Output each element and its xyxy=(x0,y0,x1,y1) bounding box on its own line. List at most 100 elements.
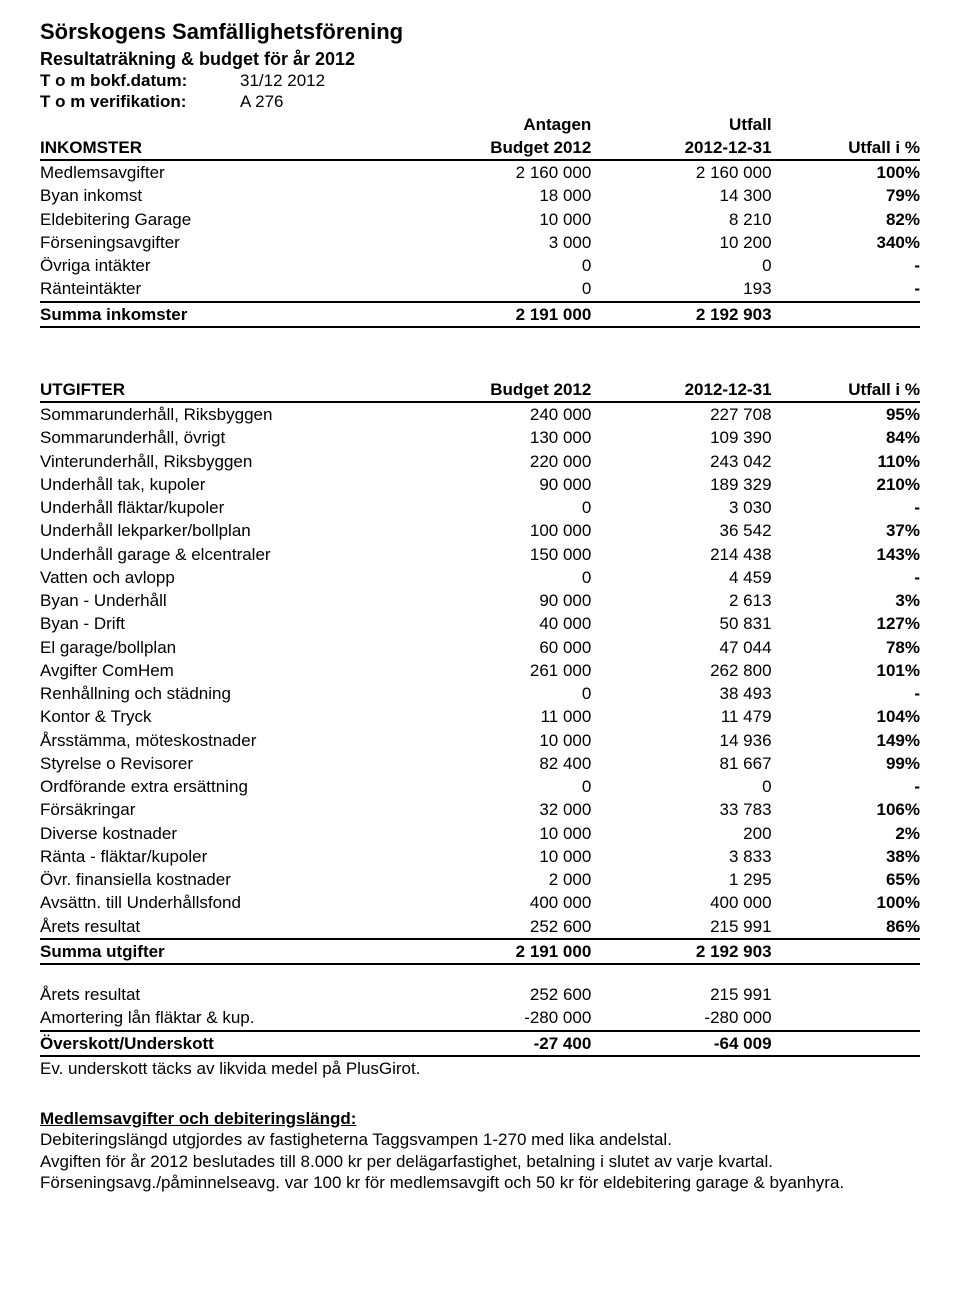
table-row: Vatten och avlopp04 459- xyxy=(40,566,920,589)
row-label: Styrelse o Revisorer xyxy=(40,752,411,775)
row-pct: 79% xyxy=(772,184,920,207)
row-utfall: 1 295 xyxy=(591,868,771,891)
footer-block: Medlemsavgifter och debiteringslängd: De… xyxy=(40,1108,920,1193)
table-row: Underhåll fläktar/kupoler03 030- xyxy=(40,496,920,519)
meta-row-2: T o m verifikation: A 276 xyxy=(40,91,920,112)
row-label: Avsättn. till Underhållsfond xyxy=(40,891,411,914)
row-pct: - xyxy=(772,682,920,705)
row-budget: 252 600 xyxy=(411,915,591,939)
row-pct: 95% xyxy=(772,402,920,426)
row-pct: - xyxy=(772,496,920,519)
utgifter-header: UTGIFTER Budget 2012 2012-12-31 Utfall i… xyxy=(40,378,920,402)
row-label: Förseningsavgifter xyxy=(40,231,411,254)
utgifter-table: UTGIFTER Budget 2012 2012-12-31 Utfall i… xyxy=(40,378,920,965)
row-label: Övr. finansiella kostnader xyxy=(40,868,411,891)
row-budget: 150 000 xyxy=(411,543,591,566)
meta-label-2: T o m verifikation: xyxy=(40,91,240,112)
row-label: Amortering lån fläktar & kup. xyxy=(40,1006,411,1030)
table-row: Renhållning och städning038 493- xyxy=(40,682,920,705)
row-pct xyxy=(772,983,920,1006)
row-label: Underhåll garage & elcentraler xyxy=(40,543,411,566)
inkomster-body: Medlemsavgifter2 160 0002 160 000100%Bya… xyxy=(40,160,920,302)
row-utfall: 11 479 xyxy=(591,705,771,728)
row-budget: 3 000 xyxy=(411,231,591,254)
row-budget: 90 000 xyxy=(411,473,591,496)
meta-value-2: A 276 xyxy=(240,91,360,112)
utgifter-head-label: UTGIFTER xyxy=(40,378,411,402)
row-label: Årsstämma, möteskostnader xyxy=(40,729,411,752)
row-utfall: 189 329 xyxy=(591,473,771,496)
table-row: Byan - Underhåll90 0002 6133% xyxy=(40,589,920,612)
table-row: Diverse kostnader10 0002002% xyxy=(40,822,920,845)
table-row: Årsstämma, möteskostnader10 00014 936149… xyxy=(40,729,920,752)
row-budget: 2 000 xyxy=(411,868,591,891)
resultat-note-row: Ev. underskott täcks av likvida medel på… xyxy=(40,1056,920,1080)
row-label: Diverse kostnader xyxy=(40,822,411,845)
row-utfall: 215 991 xyxy=(591,983,771,1006)
table-row: Amortering lån fläktar & kup.-280 000-28… xyxy=(40,1006,920,1030)
table-row: Byan - Drift40 00050 831127% xyxy=(40,612,920,635)
row-pct: - xyxy=(772,254,920,277)
table-row: Övr. finansiella kostnader2 0001 29565% xyxy=(40,868,920,891)
row-budget: 60 000 xyxy=(411,636,591,659)
inkomster-head-budget: Budget 2012 xyxy=(411,136,591,160)
row-utfall: 33 783 xyxy=(591,798,771,821)
footer-heading: Medlemsavgifter och debiteringslängd: xyxy=(40,1108,920,1129)
row-label: Underhåll fläktar/kupoler xyxy=(40,496,411,519)
inkomster-sum-label: Summa inkomster xyxy=(40,302,411,327)
utgifter-sum-label: Summa utgifter xyxy=(40,939,411,964)
row-pct: 99% xyxy=(772,752,920,775)
row-budget: 32 000 xyxy=(411,798,591,821)
row-utfall: 50 831 xyxy=(591,612,771,635)
inkomster-sum-b: 2 191 000 xyxy=(411,302,591,327)
table-row: Kontor & Tryck11 00011 479104% xyxy=(40,705,920,728)
col-antagen: Antagen xyxy=(411,113,591,136)
resultat-table: Årets resultat252 600215 991Amortering l… xyxy=(40,983,920,1080)
row-budget: 0 xyxy=(411,254,591,277)
inkomster-head-label: INKOMSTER xyxy=(40,136,411,160)
row-pct: - xyxy=(772,566,920,589)
row-pct: 101% xyxy=(772,659,920,682)
table-row: Sommarunderhåll, Riksbyggen240 000227 70… xyxy=(40,402,920,426)
utgifter-head-utfall: 2012-12-31 xyxy=(591,378,771,402)
row-label: Vatten och avlopp xyxy=(40,566,411,589)
table-row: Medlemsavgifter2 160 0002 160 000100% xyxy=(40,160,920,184)
table-row: Ränteintäkter0193- xyxy=(40,277,920,301)
page-title: Sörskogens Samfällighetsförening xyxy=(40,18,920,46)
row-utfall: 400 000 xyxy=(591,891,771,914)
row-label: Ränteintäkter xyxy=(40,277,411,301)
row-budget: 252 600 xyxy=(411,983,591,1006)
row-budget: 240 000 xyxy=(411,402,591,426)
utgifter-sum-row: Summa utgifter 2 191 000 2 192 903 xyxy=(40,939,920,964)
row-utfall: 36 542 xyxy=(591,519,771,542)
row-label: El garage/bollplan xyxy=(40,636,411,659)
row-budget: 130 000 xyxy=(411,426,591,449)
row-budget: 0 xyxy=(411,566,591,589)
row-pct: 37% xyxy=(772,519,920,542)
row-label: Vinterunderhåll, Riksbyggen xyxy=(40,450,411,473)
resultat-note: Ev. underskott täcks av likvida medel på… xyxy=(40,1056,920,1080)
row-pct xyxy=(772,1006,920,1030)
table-row: El garage/bollplan60 00047 04478% xyxy=(40,636,920,659)
row-label: Renhållning och städning xyxy=(40,682,411,705)
utgifter-sum-b: 2 191 000 xyxy=(411,939,591,964)
row-pct: 143% xyxy=(772,543,920,566)
row-utfall: 8 210 xyxy=(591,208,771,231)
row-utfall: 0 xyxy=(591,775,771,798)
row-label: Årets resultat xyxy=(40,915,411,939)
row-utfall: 243 042 xyxy=(591,450,771,473)
row-label: Kontor & Tryck xyxy=(40,705,411,728)
table-row: Förseningsavgifter3 00010 200340% xyxy=(40,231,920,254)
row-utfall: 227 708 xyxy=(591,402,771,426)
row-utfall: 4 459 xyxy=(591,566,771,589)
row-pct: 2% xyxy=(772,822,920,845)
row-utfall: 200 xyxy=(591,822,771,845)
row-pct: 210% xyxy=(772,473,920,496)
row-label: Sommarunderhåll, övrigt xyxy=(40,426,411,449)
resultat-sum-b: -27 400 xyxy=(411,1031,591,1056)
row-budget: 220 000 xyxy=(411,450,591,473)
row-utfall: 14 300 xyxy=(591,184,771,207)
row-pct: 84% xyxy=(772,426,920,449)
inkomster-head-pct: Utfall i % xyxy=(772,136,920,160)
resultat-sum-p xyxy=(772,1031,920,1056)
